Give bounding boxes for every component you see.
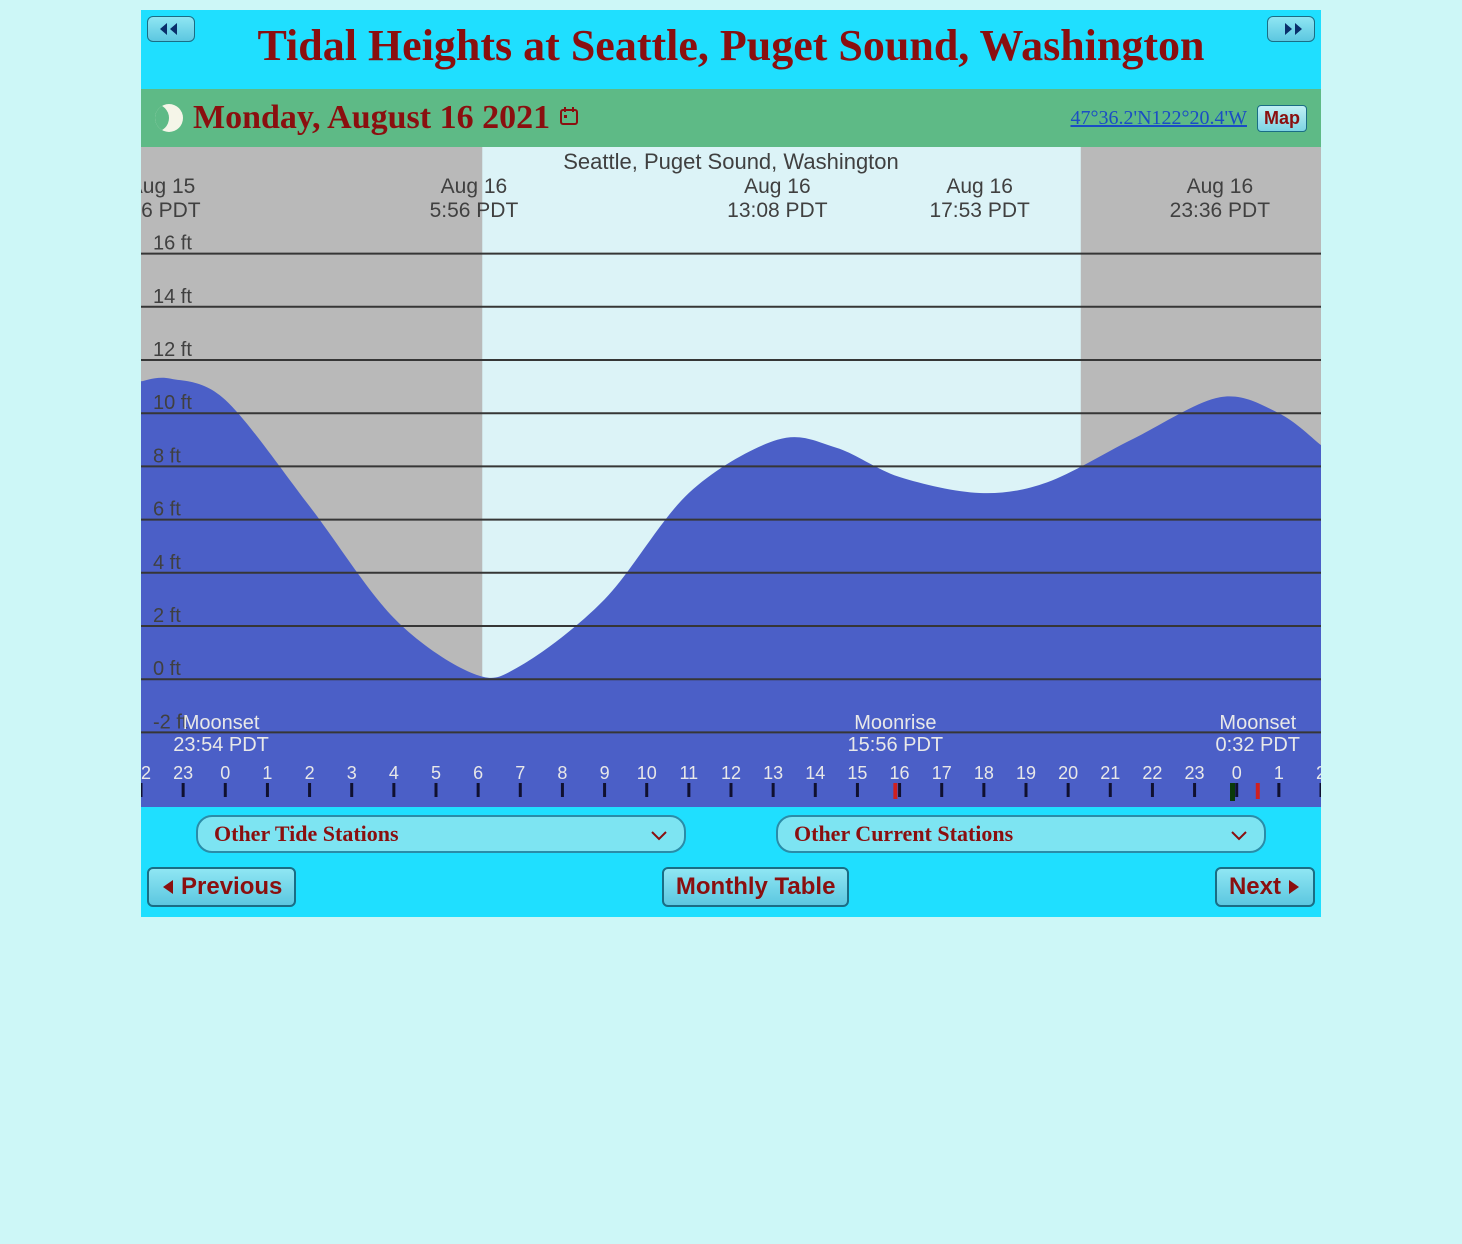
svg-text:23:54 PDT: 23:54 PDT xyxy=(173,734,269,756)
right-triangle-icon xyxy=(1287,878,1301,896)
svg-text:6: 6 xyxy=(473,763,483,783)
svg-text:18: 18 xyxy=(974,763,994,783)
moon-phase-icon xyxy=(155,104,183,132)
svg-text:Aug 16: Aug 16 xyxy=(1187,175,1254,198)
monthly-table-button[interactable]: Monthly Table xyxy=(662,867,850,907)
previous-button[interactable]: Previous xyxy=(147,867,296,907)
svg-text:7: 7 xyxy=(515,763,525,783)
svg-text:1: 1 xyxy=(1274,763,1284,783)
svg-text:Aug 16: Aug 16 xyxy=(744,175,811,198)
svg-text:2: 2 xyxy=(1316,763,1321,783)
dropdown-row: Other Tide Stations Other Current Statio… xyxy=(141,807,1321,861)
svg-text:22: 22 xyxy=(1142,763,1162,783)
next-button[interactable]: Next xyxy=(1215,867,1315,907)
svg-text:10 ft: 10 ft xyxy=(153,392,192,414)
svg-text:16: 16 xyxy=(890,763,910,783)
svg-text:Aug 15: Aug 15 xyxy=(141,175,195,198)
next-label: Next xyxy=(1229,873,1281,901)
monthly-table-label: Monthly Table xyxy=(676,873,836,901)
chevron-down-icon xyxy=(650,821,668,847)
svg-text:Moonset: Moonset xyxy=(183,712,260,734)
svg-text:16 ft: 16 ft xyxy=(153,233,192,255)
svg-text:12 ft: 12 ft xyxy=(153,339,192,361)
svg-text:0 ft: 0 ft xyxy=(153,658,181,680)
svg-text:8 ft: 8 ft xyxy=(153,445,181,467)
next-page-arrow[interactable] xyxy=(1267,16,1315,42)
svg-text:4: 4 xyxy=(389,763,399,783)
header: Tidal Heights at Seattle, Puget Sound, W… xyxy=(141,10,1321,89)
svg-text:19: 19 xyxy=(1016,763,1036,783)
svg-text:14 ft: 14 ft xyxy=(153,286,192,308)
svg-text:17: 17 xyxy=(932,763,952,783)
svg-text:9: 9 xyxy=(600,763,610,783)
svg-text:0: 0 xyxy=(1232,763,1242,783)
svg-text:Moonset: Moonset xyxy=(1219,712,1296,734)
svg-text:5:56 PDT: 5:56 PDT xyxy=(430,199,519,222)
svg-text:22: 22 xyxy=(141,763,151,783)
svg-text:6 ft: 6 ft xyxy=(153,499,181,521)
map-button[interactable]: Map xyxy=(1257,105,1307,132)
svg-text:5: 5 xyxy=(431,763,441,783)
current-stations-dropdown[interactable]: Other Current Stations xyxy=(776,815,1266,853)
tide-chart-svg: -2 ft0 ft2 ft4 ft6 ft8 ft10 ft12 ft14 ft… xyxy=(141,147,1321,807)
calendar-icon[interactable] xyxy=(560,107,578,130)
svg-text:0:32 PDT: 0:32 PDT xyxy=(1216,734,1300,756)
svg-text:2 ft: 2 ft xyxy=(153,605,181,627)
date-bar: Monday, August 16 2021 47°36.2'N122°20.4… xyxy=(141,89,1321,147)
svg-text:12: 12 xyxy=(721,763,741,783)
date-text: Monday, August 16 2021 xyxy=(193,99,550,137)
coordinates-link[interactable]: 47°36.2'N122°20.4'W xyxy=(1070,107,1247,130)
chevron-down-icon xyxy=(1230,821,1248,847)
svg-text:8: 8 xyxy=(557,763,567,783)
page-title: Tidal Heights at Seattle, Puget Sound, W… xyxy=(153,18,1309,73)
svg-text:3: 3 xyxy=(347,763,357,783)
app-container: Tidal Heights at Seattle, Puget Sound, W… xyxy=(141,10,1321,917)
svg-text:13:08 PDT: 13:08 PDT xyxy=(727,199,828,222)
svg-text:4 ft: 4 ft xyxy=(153,552,181,574)
tide-stations-dropdown[interactable]: Other Tide Stations xyxy=(196,815,686,853)
svg-text:17:53 PDT: 17:53 PDT xyxy=(929,199,1030,222)
svg-text:15: 15 xyxy=(847,763,867,783)
svg-text:13: 13 xyxy=(763,763,783,783)
svg-text:15:56 PDT: 15:56 PDT xyxy=(848,734,944,756)
svg-text::46 PDT: :46 PDT xyxy=(141,199,201,222)
svg-text:23: 23 xyxy=(1185,763,1205,783)
svg-text:Seattle, Puget Sound, Washingt: Seattle, Puget Sound, Washington xyxy=(563,149,899,174)
tide-chart: -2 ft0 ft2 ft4 ft6 ft8 ft10 ft12 ft14 ft… xyxy=(141,147,1321,807)
svg-text:1: 1 xyxy=(262,763,272,783)
left-triangle-icon xyxy=(161,878,175,896)
prev-page-arrow[interactable] xyxy=(147,16,195,42)
svg-text:20: 20 xyxy=(1058,763,1078,783)
svg-text:2: 2 xyxy=(305,763,315,783)
svg-text:Aug 16: Aug 16 xyxy=(946,175,1013,198)
svg-text:23:36 PDT: 23:36 PDT xyxy=(1170,199,1271,222)
bottom-nav: Previous Monthly Table Next xyxy=(141,861,1321,917)
svg-text:21: 21 xyxy=(1100,763,1120,783)
svg-text:14: 14 xyxy=(805,763,825,783)
svg-text:Aug 16: Aug 16 xyxy=(441,175,508,198)
svg-text:23: 23 xyxy=(173,763,193,783)
svg-text:10: 10 xyxy=(637,763,657,783)
tide-stations-label: Other Tide Stations xyxy=(214,821,399,847)
current-stations-label: Other Current Stations xyxy=(794,821,1013,847)
previous-label: Previous xyxy=(181,873,282,901)
svg-text:0: 0 xyxy=(220,763,230,783)
svg-text:Moonrise: Moonrise xyxy=(854,712,936,734)
svg-text:11: 11 xyxy=(680,763,699,783)
